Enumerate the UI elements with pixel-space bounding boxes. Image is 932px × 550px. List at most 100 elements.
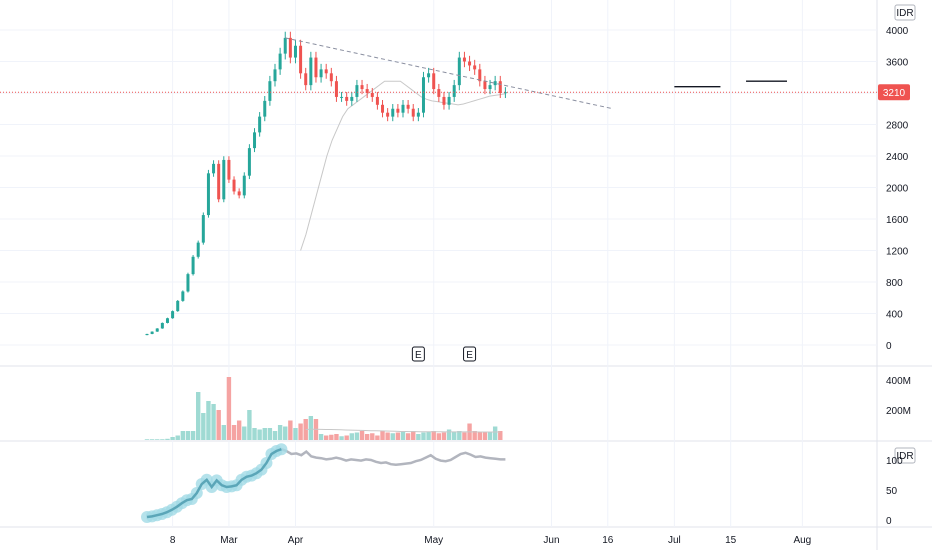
candle-body — [171, 311, 175, 319]
candle-body — [401, 104, 405, 113]
price-tick-label: 2000 — [886, 184, 909, 195]
candle-body — [304, 73, 308, 86]
price-axis[interactable]: IDRIDR0400800120016002000240028003200360… — [878, 4, 916, 527]
time-tick-label: Mar — [220, 535, 238, 546]
price-tick-label: 400 — [886, 310, 903, 321]
candle-body — [345, 96, 349, 101]
volume-bar — [180, 431, 186, 440]
price-tick-label: 2400 — [886, 152, 909, 163]
volume-bar — [482, 432, 488, 440]
volume-bar — [492, 426, 498, 440]
candle-body — [498, 81, 502, 93]
volume-bar — [385, 432, 390, 440]
time-tick-label: 8 — [170, 535, 176, 546]
candle-body — [309, 57, 313, 86]
candle-body — [396, 108, 400, 113]
candle-body — [483, 81, 487, 90]
candle-body — [273, 69, 277, 82]
candle-body — [258, 116, 262, 133]
candle-body — [242, 175, 246, 196]
time-tick-label: Aug — [793, 535, 811, 546]
volume-bar — [472, 431, 477, 440]
volume-bar — [364, 434, 370, 440]
candle-body — [406, 104, 410, 109]
currency-label: IDR — [896, 8, 913, 19]
candle-body — [186, 274, 190, 292]
volume-bar — [457, 431, 462, 440]
volume-bar — [272, 431, 278, 440]
candle-body — [293, 45, 297, 58]
candle-body — [478, 69, 482, 82]
volume-bar — [236, 420, 242, 440]
candle-body — [381, 104, 385, 113]
volume-bar — [257, 429, 262, 440]
currency-badge — [894, 4, 916, 21]
volume-bar — [221, 425, 226, 440]
candle-body — [319, 69, 323, 78]
currency-badge — [894, 447, 916, 464]
volume-bar — [201, 413, 206, 440]
price-tick-label: 3600 — [886, 58, 909, 69]
volume-bar — [170, 437, 175, 440]
volume-bar — [334, 434, 339, 440]
volume-bar — [416, 434, 421, 440]
volume-bar — [462, 432, 467, 440]
time-tick-label: Jul — [668, 535, 681, 546]
candle-body — [176, 300, 180, 312]
candle-body — [462, 57, 466, 62]
volume-bar — [477, 431, 482, 440]
candle-body — [452, 85, 456, 97]
price-tick-label: 0 — [886, 341, 892, 352]
indicator-pane[interactable] — [141, 443, 506, 523]
candle-body — [314, 57, 318, 78]
time-axis[interactable]: 8 Mar Apr May Jun 16 Jul 15 Aug — [170, 535, 811, 546]
candle-body — [253, 132, 257, 149]
candle-body — [365, 89, 369, 93]
volume-bar — [149, 439, 155, 440]
volume-bar — [211, 404, 216, 440]
volume-bar — [329, 434, 334, 440]
volume-bar — [441, 432, 447, 440]
candle-body — [181, 291, 185, 301]
volume-bar — [349, 433, 354, 440]
volume-bar — [298, 423, 303, 440]
volume-bar — [411, 431, 416, 440]
earnings-marker — [411, 346, 425, 362]
volume-bar — [160, 439, 165, 440]
volume-bar — [426, 431, 431, 440]
candle-body — [457, 57, 461, 86]
indicator-tick-label: 100 — [886, 456, 903, 467]
candle-body — [299, 45, 303, 74]
volume-bar — [196, 392, 201, 440]
volume-bar — [380, 431, 385, 440]
candle-body — [391, 108, 395, 117]
candle-body — [288, 37, 292, 58]
volume-bar — [498, 431, 503, 440]
volume-bar — [431, 431, 436, 440]
volume-bar — [344, 435, 349, 440]
candle-body — [473, 65, 477, 70]
candle-body — [247, 148, 251, 176]
volume-bar — [293, 428, 298, 440]
volume-bar — [206, 401, 211, 440]
candle-body — [237, 191, 241, 196]
candle-body — [447, 96, 451, 105]
price-tick-label: 4000 — [886, 26, 909, 37]
candle-body — [468, 61, 472, 66]
candle-body — [355, 85, 359, 97]
candle-body — [145, 333, 149, 336]
price-tick-label: 2800 — [886, 121, 909, 132]
volume-tick-label: 400M — [886, 376, 911, 387]
volume-pane[interactable] — [144, 377, 503, 440]
candle-body — [350, 96, 354, 101]
candle-body — [340, 96, 344, 98]
last-price-label: 3210 — [883, 88, 906, 99]
volume-bar — [405, 433, 411, 440]
candle-body — [442, 96, 446, 105]
currency-label: IDR — [896, 451, 913, 462]
volume-bar — [452, 431, 457, 440]
volume-bar — [339, 436, 344, 440]
candle-body — [375, 96, 379, 105]
